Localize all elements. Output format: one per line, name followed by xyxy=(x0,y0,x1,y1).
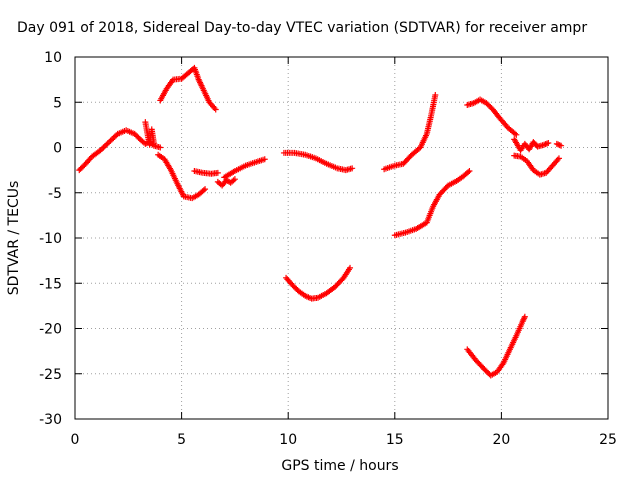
y-tick-label: 0 xyxy=(53,141,62,157)
y-tick-label: -25 xyxy=(39,367,62,383)
data-series xyxy=(381,92,439,173)
data-point xyxy=(513,131,520,138)
x-tick-label: 15 xyxy=(386,432,404,448)
y-tick-label: -5 xyxy=(48,186,62,202)
data-series xyxy=(142,119,157,148)
data-point xyxy=(558,142,565,149)
data-point xyxy=(261,156,268,163)
x-tick-label: 10 xyxy=(279,432,297,448)
y-tick-label: -10 xyxy=(39,231,62,247)
x-tick-label: 5 xyxy=(177,432,186,448)
axis-ticks xyxy=(74,56,609,420)
data-point xyxy=(521,313,528,320)
data-series xyxy=(283,264,354,302)
data-point xyxy=(231,176,238,183)
data-series xyxy=(511,152,562,178)
data-points xyxy=(76,64,565,379)
x-tick-labels: 0 5 10 15 20 25 xyxy=(71,432,617,448)
y-tick-label: -30 xyxy=(39,412,62,428)
data-series xyxy=(191,168,221,177)
data-point xyxy=(347,264,354,271)
data-point xyxy=(349,165,356,172)
data-series xyxy=(280,149,356,174)
data-series xyxy=(214,176,238,189)
data-series xyxy=(464,313,528,379)
data-point xyxy=(545,139,552,146)
y-tick-label: -20 xyxy=(39,322,62,338)
data-series xyxy=(221,156,268,181)
y-axis-label: SDTVAR / TECUs xyxy=(6,181,22,296)
data-point xyxy=(157,144,164,151)
y-tick-label: 10 xyxy=(44,50,62,66)
data-series xyxy=(155,151,209,202)
data-point xyxy=(200,187,207,194)
x-tick-label: 0 xyxy=(71,432,80,448)
data-point xyxy=(212,106,219,113)
data-series xyxy=(391,168,473,239)
data-series xyxy=(76,127,164,174)
data-series xyxy=(553,140,565,149)
x-axis-label: GPS time / hours xyxy=(281,458,398,474)
y-tick-label: -15 xyxy=(39,276,62,292)
data-series xyxy=(464,96,520,138)
data-point xyxy=(555,155,562,162)
y-tick-label: 5 xyxy=(53,95,62,111)
y-tick-labels: -30 -25 -20 -15 -10 -5 0 5 10 xyxy=(39,50,62,428)
x-tick-label: 25 xyxy=(599,432,617,448)
data-point xyxy=(466,168,473,175)
chart-title: Day 091 of 2018, Sidereal Day-to-day VTE… xyxy=(17,20,587,36)
data-point xyxy=(202,186,209,193)
data-series xyxy=(511,136,552,154)
data-point xyxy=(150,139,157,146)
data-series xyxy=(157,64,219,113)
x-tick-label: 20 xyxy=(492,432,510,448)
data-point xyxy=(465,169,472,176)
data-point xyxy=(214,169,221,176)
data-point xyxy=(432,92,439,99)
